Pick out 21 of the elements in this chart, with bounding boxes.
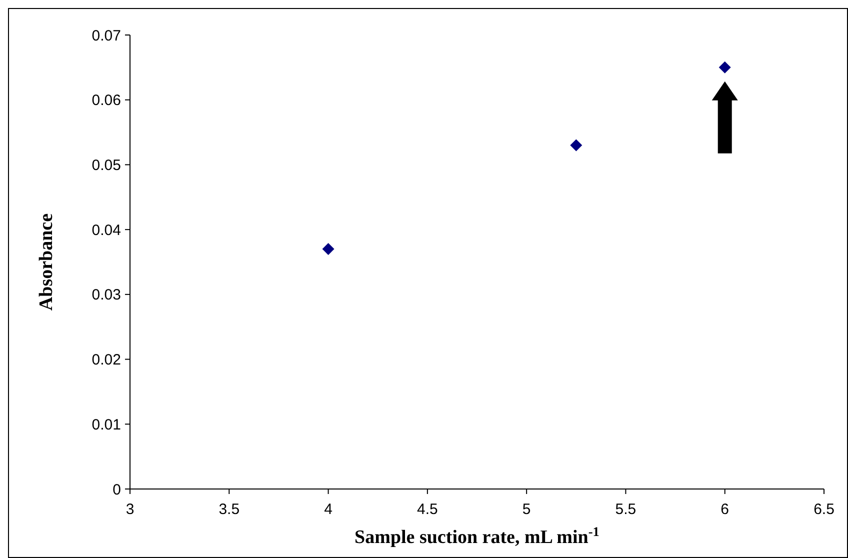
- x-tick-label: 5: [522, 501, 531, 518]
- y-axis-title: Absorbance: [36, 213, 57, 311]
- y-tick-label: 0.05: [92, 156, 121, 174]
- y-tick-label: 0.06: [92, 92, 121, 110]
- y-tick-label: 0: [112, 481, 121, 498]
- x-axis-title: Sample suction rate, mL min$^{-1}$: [354, 524, 600, 548]
- x-tick-label: 5.5: [615, 501, 636, 518]
- x-tick-label: 4.5: [417, 501, 438, 518]
- y-tick-label: 0.04: [92, 222, 121, 239]
- y-tick-label: 0.02: [92, 352, 121, 369]
- x-tick-label: 4: [324, 501, 332, 518]
- y-tick-label: 0.01: [92, 416, 121, 434]
- x-tick-label: 3.5: [218, 501, 240, 518]
- point: [322, 243, 334, 256]
- x-tick-label: 3: [126, 501, 134, 518]
- x-tick-label: 6.5: [814, 501, 834, 518]
- point: [718, 61, 731, 74]
- point: [570, 139, 582, 152]
- y-tick-label: 0.07: [92, 27, 121, 44]
- x-tick-label: 6: [720, 501, 730, 518]
- y-tick-label: 0.03: [92, 286, 121, 304]
